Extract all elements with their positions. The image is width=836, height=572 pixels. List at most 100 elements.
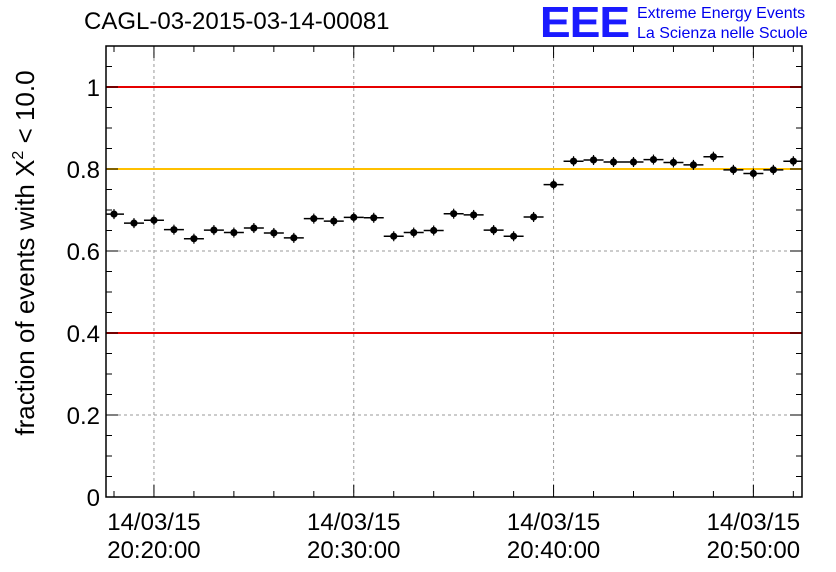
data-point bbox=[443, 208, 464, 219]
data-point bbox=[563, 156, 584, 167]
data-point bbox=[583, 154, 604, 165]
data-point bbox=[483, 225, 504, 236]
point-marker bbox=[490, 226, 498, 234]
eee-logo: EEE Extreme Energy Events La Scienza nel… bbox=[539, 0, 808, 47]
data-point bbox=[423, 225, 444, 236]
point-marker bbox=[130, 219, 138, 227]
data-point bbox=[703, 151, 724, 162]
y-tick-label: 0 bbox=[87, 485, 100, 512]
data-point bbox=[283, 232, 304, 243]
data-point bbox=[743, 168, 764, 179]
data-point bbox=[683, 159, 704, 170]
x-tick-date-label: 14/03/15 bbox=[107, 509, 200, 536]
data-point bbox=[463, 209, 484, 220]
data-point bbox=[106, 209, 124, 220]
data-point bbox=[243, 223, 264, 234]
chart-title: CAGL-03-2015-03-14-00081 bbox=[84, 8, 390, 35]
y-axis-label-symbol: X bbox=[10, 160, 40, 177]
point-marker bbox=[589, 156, 598, 164]
point-marker bbox=[250, 224, 258, 232]
data-point bbox=[403, 227, 424, 238]
point-marker bbox=[190, 235, 198, 243]
point-marker bbox=[709, 153, 718, 161]
point-marker bbox=[470, 211, 478, 219]
y-tick-label: 0.4 bbox=[67, 321, 100, 348]
data-point bbox=[123, 218, 144, 229]
x-tick-date-label: 14/03/15 bbox=[307, 509, 400, 536]
grid bbox=[106, 46, 802, 497]
point-marker bbox=[390, 232, 398, 240]
point-marker bbox=[769, 166, 777, 174]
logo-line-1: Extreme Energy Events bbox=[637, 5, 806, 22]
data-point bbox=[363, 212, 384, 223]
plot-frame bbox=[105, 45, 803, 498]
point-marker bbox=[609, 158, 618, 166]
point-marker bbox=[290, 234, 298, 242]
point-marker bbox=[210, 226, 218, 234]
eee-logo-mark: EEE bbox=[539, 0, 630, 47]
point-marker bbox=[749, 169, 757, 178]
point-marker bbox=[430, 226, 438, 235]
point-marker bbox=[510, 232, 518, 240]
point-marker bbox=[789, 157, 797, 165]
point-marker bbox=[170, 226, 178, 234]
point-marker bbox=[549, 180, 558, 189]
data-point bbox=[663, 157, 684, 168]
data-point bbox=[603, 157, 624, 168]
point-marker bbox=[310, 215, 318, 223]
point-marker bbox=[110, 210, 118, 218]
data-point bbox=[623, 157, 644, 168]
point-marker bbox=[629, 158, 638, 166]
x-tick-time-label: 20:40:00 bbox=[507, 537, 600, 564]
data-point bbox=[783, 156, 802, 167]
y-axis-label: fraction of events with X2 < 10.0 bbox=[10, 70, 40, 435]
data-point bbox=[543, 179, 564, 190]
logo-line-2: La Scienza nelle Scuole bbox=[637, 25, 808, 42]
data-point bbox=[303, 213, 324, 224]
data-point bbox=[763, 164, 784, 175]
data-point bbox=[163, 224, 184, 235]
data-point bbox=[343, 212, 364, 223]
point-marker bbox=[529, 213, 538, 221]
point-marker bbox=[410, 228, 418, 237]
point-marker bbox=[689, 161, 698, 169]
point-marker bbox=[270, 229, 278, 237]
y-tick-label: 0.6 bbox=[67, 239, 100, 266]
point-marker bbox=[669, 158, 678, 167]
data-point bbox=[383, 231, 404, 242]
x-tick-time-label: 20:50:00 bbox=[707, 537, 800, 564]
x-tick-time-label: 20:30:00 bbox=[307, 537, 400, 564]
data-point bbox=[143, 215, 164, 226]
point-marker bbox=[330, 217, 338, 225]
y-tick-label: 0.2 bbox=[67, 403, 100, 430]
reference-lines bbox=[106, 86, 802, 334]
x-tick-time-label: 20:20:00 bbox=[107, 537, 200, 564]
point-marker bbox=[729, 166, 737, 174]
point-marker bbox=[370, 214, 378, 222]
x-tick-date-label: 14/03/15 bbox=[507, 509, 600, 536]
y-tick-label: 1 bbox=[87, 75, 100, 102]
point-marker bbox=[649, 155, 658, 164]
data-point bbox=[723, 164, 744, 175]
data-point bbox=[323, 216, 344, 227]
eee-logo-text: Extreme Energy Events La Scienza nelle S… bbox=[637, 4, 836, 44]
x-tick-date-label: 14/03/15 bbox=[707, 509, 800, 536]
x-tick-labels: 14/03/1520:20:0014/03/1520:30:0014/03/15… bbox=[107, 509, 800, 564]
data-point bbox=[183, 233, 204, 244]
axis-ticks bbox=[106, 45, 802, 498]
data-point bbox=[223, 227, 244, 238]
data-points bbox=[106, 151, 802, 244]
point-marker bbox=[569, 157, 578, 165]
y-axis-label-superscript: 2 bbox=[10, 151, 27, 160]
point-marker bbox=[230, 228, 238, 237]
data-point bbox=[503, 231, 524, 242]
point-marker bbox=[450, 210, 458, 218]
y-tick-label: 0.8 bbox=[67, 157, 100, 184]
point-marker bbox=[350, 213, 358, 221]
y-tick-labels: 0 0.2 0.4 0.6 0.8 1 bbox=[67, 75, 100, 512]
point-marker bbox=[150, 216, 158, 224]
data-point bbox=[523, 211, 544, 222]
data-point bbox=[643, 154, 664, 165]
y-axis-label-post: < 10.0 bbox=[10, 70, 40, 150]
